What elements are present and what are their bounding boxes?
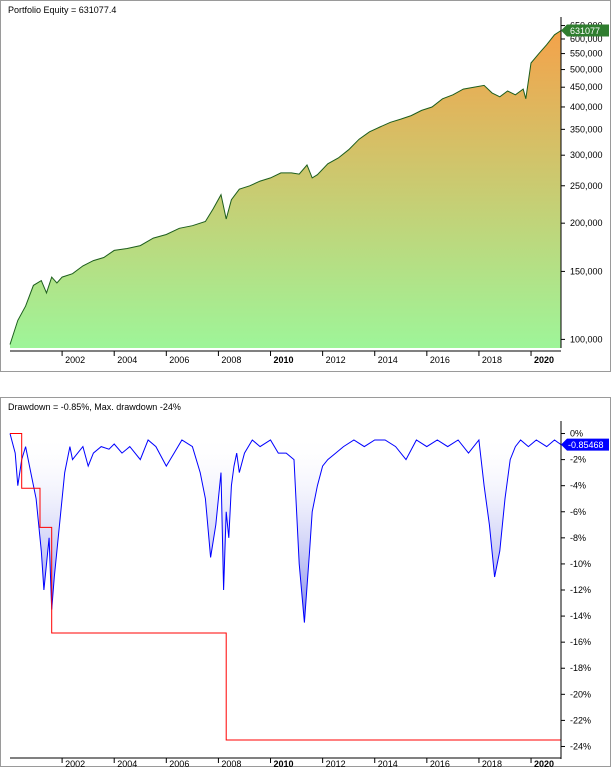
- drawdown-y-tick-label: -24%: [570, 741, 591, 751]
- drawdown-chart-svg: 0% -2% -4% -6% -8% -10% -12% -14% -16% -18% -20% -2…: [9, 421, 609, 768]
- drawdown-y-tick-label: -16%: [570, 637, 591, 647]
- drawdown-y-tick-label: -2%: [570, 455, 586, 465]
- drawdown-y-tick-label: -18%: [570, 663, 591, 673]
- equity-y-tick-label: 600,000: [570, 34, 603, 44]
- equity-y-tick-label: 200,000: [570, 218, 603, 228]
- equity-x-tick-label: 2008: [221, 355, 241, 365]
- max-drawdown-line: [10, 433, 561, 741]
- drawdown-chart-panel: Drawdown = -0.85%, Max. drawdown -24% 0%…: [0, 397, 611, 768]
- equity-x-tick-label: 2018: [482, 355, 502, 365]
- drawdown-area: [10, 433, 561, 623]
- drawdown-chart-title: Drawdown = -0.85%, Max. drawdown -24%: [8, 402, 181, 412]
- drawdown-x-tick-label: 2004: [117, 759, 137, 768]
- drawdown-y-tick-label: -4%: [570, 481, 586, 491]
- equity-area: [10, 30, 561, 348]
- drawdown-x-tick-label: 2012: [326, 759, 346, 768]
- drawdown-y-tick-label: -6%: [570, 507, 586, 517]
- drawdown-x-tick-label: 2018: [482, 759, 502, 768]
- equity-x-tick-label: 2004: [117, 355, 137, 365]
- drawdown-x-tick-label: 2016: [430, 759, 450, 768]
- equity-x-tick-label: 2014: [378, 355, 398, 365]
- equity-x-tick-label: 2010: [274, 355, 294, 365]
- equity-y-tick-label: 400,000: [570, 102, 603, 112]
- drawdown-y-tick-label: -22%: [570, 715, 591, 725]
- equity-chart-title: Portfolio Equity = 631077.4: [8, 5, 117, 15]
- equity-chart-panel: Portfolio Equity = 631077.4 100,000 150,0…: [0, 0, 611, 372]
- equity-y-tick-label: 350,000: [570, 124, 603, 134]
- equity-x-tick-label: 2012: [326, 355, 346, 365]
- drawdown-x-tick-label: 2020: [534, 759, 554, 768]
- equity-y-tick-label: 450,000: [570, 82, 603, 92]
- equity-y-tick-label: 250,000: [570, 181, 603, 191]
- drawdown-y-tick-label: -8%: [570, 533, 586, 543]
- drawdown-y-tick-label: -20%: [570, 689, 591, 699]
- equity-x-tick-label: 2006: [169, 355, 189, 365]
- equity-line: [9, 30, 562, 345]
- drawdown-y-tick-label: -14%: [570, 611, 591, 621]
- drawdown-y-tick-label: -10%: [570, 559, 591, 569]
- drawdown-x-tick-label: 2014: [378, 759, 398, 768]
- drawdown-x-tick-label: 2006: [169, 759, 189, 768]
- drawdown-last-value-marker: [561, 438, 609, 451]
- equity-x-tick-label: 2002: [65, 355, 85, 365]
- equity-y-tick-label: 500,000: [570, 65, 603, 75]
- equity-chart-svg: 100,000 150,000 200,000 250,000 300,000 350,0…: [9, 17, 609, 365]
- drawdown-y-tick-label: 0%: [570, 429, 583, 439]
- equity-x-tick-label: 2020: [534, 355, 554, 365]
- drawdown-y-tick-label: -12%: [570, 585, 591, 595]
- drawdown-x-tick-label: 2002: [65, 759, 85, 768]
- equity-x-tick-label: 2016: [430, 355, 450, 365]
- drawdown-line: [9, 433, 562, 623]
- equity-y-tick-label: 550,000: [570, 49, 603, 59]
- equity-last-value-marker: [561, 24, 609, 37]
- equity-y-tick-label: 100,000: [570, 334, 603, 344]
- equity-y-tick-label: 300,000: [570, 150, 603, 160]
- drawdown-x-tick-label: 2008: [221, 759, 241, 768]
- equity-y-tick-label: 150,000: [570, 266, 603, 276]
- drawdown-x-tick-label: 2010: [274, 759, 294, 768]
- drawdown-last-value-label: -0.85468: [568, 440, 604, 450]
- equity-last-value-label: 631077: [570, 26, 600, 36]
